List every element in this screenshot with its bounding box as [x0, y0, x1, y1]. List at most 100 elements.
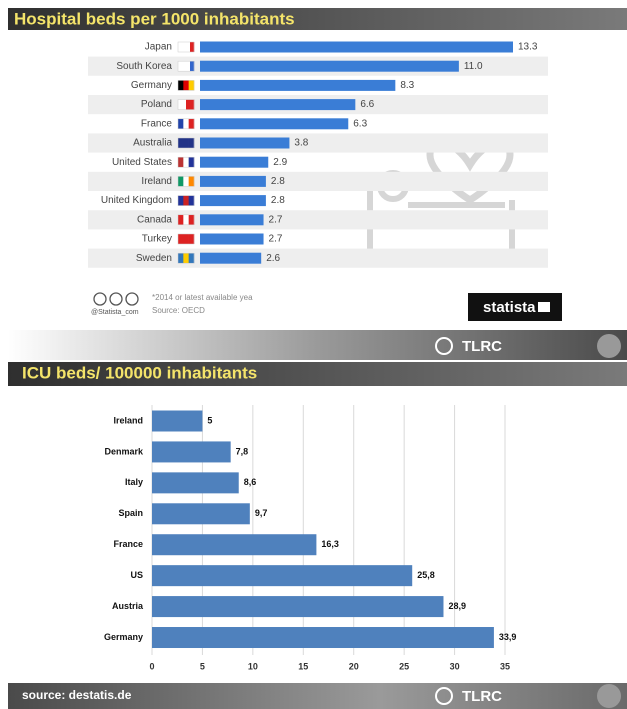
bar — [200, 99, 355, 110]
y-tick-label: Sweden — [136, 253, 172, 264]
bar — [200, 42, 513, 53]
logo-strip — [8, 330, 627, 360]
flag — [178, 215, 184, 225]
x-tick-label: 25 — [399, 661, 409, 671]
footer-brand: TLRC — [462, 688, 502, 705]
bar — [200, 176, 266, 187]
value-label: 5 — [207, 415, 212, 425]
value-label: 2.8 — [271, 195, 285, 206]
credit: @Statista_com — [91, 309, 139, 316]
flag — [183, 80, 189, 90]
value-label: 2.8 — [271, 176, 285, 187]
value-label: 25,8 — [417, 570, 435, 580]
flag — [189, 215, 195, 225]
flag — [178, 196, 184, 206]
y-tick-label: Ireland — [113, 415, 143, 425]
flag — [190, 61, 194, 71]
flag — [178, 61, 182, 71]
y-tick-label: Australia — [133, 138, 172, 149]
chart-title: ICU beds/ 100000 inhabitants — [22, 363, 257, 382]
value-label: 9,7 — [255, 508, 268, 518]
bar — [200, 138, 289, 149]
x-tick-label: 0 — [149, 661, 154, 671]
flag — [178, 100, 186, 110]
value-label: 28,9 — [448, 601, 466, 611]
value-label: 13.3 — [518, 42, 538, 53]
footer-brand: TLRC — [462, 338, 502, 355]
y-tick-label: Germany — [104, 632, 143, 642]
flag — [178, 253, 184, 263]
bar — [200, 195, 266, 206]
source: source: destatis.de — [22, 688, 132, 702]
y-tick-label: United States — [112, 157, 172, 168]
flag — [189, 234, 195, 244]
bar — [152, 596, 443, 617]
value-label: 8.3 — [400, 80, 414, 91]
y-tick-label: Austria — [112, 601, 144, 611]
flag — [178, 80, 184, 90]
y-tick-label: Turkey — [142, 234, 172, 245]
logo-seal — [597, 334, 621, 358]
value-label: 2.9 — [273, 157, 287, 168]
flag — [186, 100, 194, 110]
bar — [200, 214, 264, 225]
x-tick-label: 30 — [450, 661, 460, 671]
x-tick-label: 35 — [500, 661, 510, 671]
value-label: 11.0 — [464, 61, 483, 72]
bar — [200, 80, 395, 91]
flag — [178, 42, 182, 52]
x-tick-label: 20 — [349, 661, 359, 671]
source: Source: OECD — [152, 306, 205, 315]
y-tick-label: Canada — [137, 214, 172, 225]
flag — [178, 234, 184, 244]
flag — [189, 138, 195, 148]
x-tick-label: 10 — [248, 661, 258, 671]
y-tick-label: Denmark — [104, 446, 144, 456]
y-tick-label: Japan — [145, 42, 172, 53]
value-label: 3.8 — [294, 138, 308, 149]
y-tick-label: Spain — [118, 508, 143, 518]
flag — [189, 176, 195, 186]
bar — [152, 503, 250, 524]
x-tick-label: 5 — [200, 661, 205, 671]
value-label: 7,8 — [236, 446, 249, 456]
value-label: 16,3 — [321, 539, 339, 549]
y-tick-label: France — [141, 118, 173, 129]
flag — [182, 61, 186, 71]
bar — [152, 627, 494, 648]
y-tick-label: Italy — [125, 477, 143, 487]
y-tick-label: France — [113, 539, 143, 549]
note: *2014 or latest available yea — [152, 293, 253, 302]
value-label: 6.3 — [353, 118, 367, 129]
bar — [200, 157, 268, 168]
flag — [178, 119, 184, 129]
value-label: 8,6 — [244, 477, 257, 487]
flag — [186, 61, 190, 71]
flag — [189, 196, 195, 206]
flag — [183, 157, 189, 167]
brand: statista — [483, 299, 536, 316]
flag — [178, 176, 184, 186]
bar — [152, 534, 316, 555]
y-tick-label: United Kingdom — [101, 195, 172, 206]
value-label: 33,9 — [499, 632, 517, 642]
y-tick-label: South Korea — [116, 61, 172, 72]
y-tick-label: US — [130, 570, 143, 580]
bar — [152, 565, 412, 586]
y-tick-label: Germany — [131, 80, 172, 91]
bar — [152, 411, 202, 432]
value-label: 6.6 — [360, 99, 374, 110]
flag — [183, 196, 189, 206]
flag — [189, 157, 195, 167]
bar — [200, 253, 261, 264]
flag — [189, 253, 195, 263]
brand-icon — [538, 302, 550, 312]
flag — [183, 215, 189, 225]
flag — [189, 80, 195, 90]
logo-seal — [597, 684, 621, 708]
flag — [178, 138, 184, 148]
flag — [183, 176, 189, 186]
y-tick-label: Poland — [141, 99, 172, 110]
flag — [186, 42, 190, 52]
flag — [178, 157, 184, 167]
